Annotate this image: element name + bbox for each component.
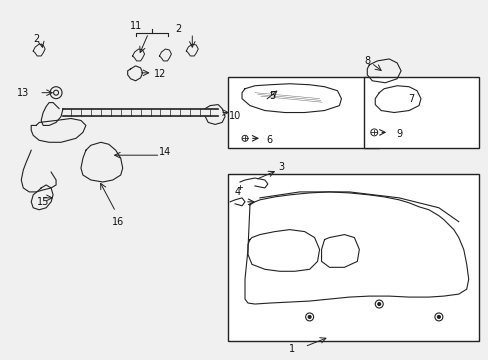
Text: 9: 9	[395, 129, 401, 139]
Text: 4: 4	[235, 187, 241, 197]
Text: 10: 10	[228, 111, 241, 121]
Circle shape	[307, 315, 310, 319]
Bar	[364, 77, 478, 148]
Circle shape	[436, 315, 440, 319]
Text: 7: 7	[407, 94, 413, 104]
Text: 2: 2	[33, 34, 39, 44]
Text: 16: 16	[111, 217, 123, 227]
Text: 8: 8	[364, 56, 369, 66]
Bar	[227, 174, 478, 341]
Circle shape	[377, 302, 380, 306]
Text: 6: 6	[266, 135, 272, 145]
Text: 5: 5	[268, 91, 274, 101]
Text: 14: 14	[159, 147, 171, 157]
Text: 11: 11	[129, 21, 142, 31]
Text: 2: 2	[175, 24, 181, 34]
Text: 13: 13	[17, 88, 29, 98]
Text: 12: 12	[154, 69, 166, 79]
Text: 3: 3	[278, 162, 285, 172]
Bar	[227, 77, 379, 148]
Text: 15: 15	[37, 197, 49, 207]
Text: 1: 1	[288, 344, 294, 354]
